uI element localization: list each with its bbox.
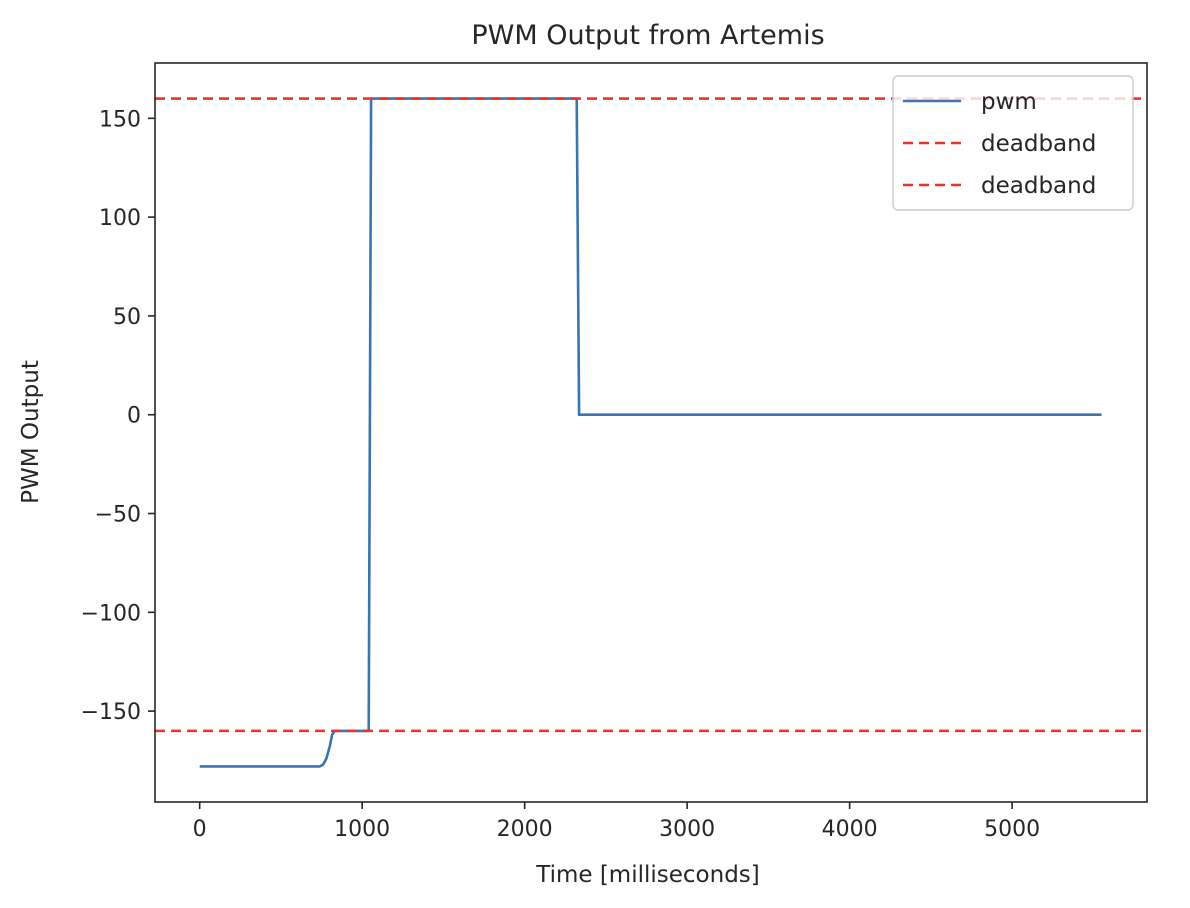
x-tick-label: 2000 <box>497 817 553 842</box>
legend-label-1: deadband <box>981 131 1096 157</box>
legend-box <box>892 75 1134 211</box>
plot-frame <box>154 62 1148 803</box>
x-axis: 0 1000 2000 3000 4000 5000 <box>193 802 1040 842</box>
x-tick-label: 5000 <box>984 817 1040 842</box>
chart-title: PWM Output from Artemis <box>471 20 824 51</box>
y-tick-label: 0 <box>127 404 141 429</box>
y-tick-label: 150 <box>99 107 141 132</box>
legend-label-2: deadband <box>981 173 1096 199</box>
x-tick-label: 4000 <box>822 817 878 842</box>
x-axis-label: Time [milliseconds] <box>535 862 760 888</box>
y-tick-label: −150 <box>81 700 141 725</box>
x-tick-label: 0 <box>193 817 207 842</box>
y-tick-label: −100 <box>81 601 141 626</box>
x-tick-label: 1000 <box>334 817 390 842</box>
y-tick-label: −50 <box>95 503 141 528</box>
plot-area <box>155 97 1147 768</box>
y-axis: 150 100 50 0 −50 −100 −150 <box>81 107 155 725</box>
legend: pwm deadband deadband <box>892 75 1134 211</box>
y-axis-label: PWM Output <box>18 360 44 504</box>
x-tick-label: 3000 <box>659 817 715 842</box>
y-tick-label: 100 <box>99 206 141 231</box>
y-tick-label: 50 <box>113 305 141 330</box>
legend-label-0: pwm <box>981 89 1037 115</box>
